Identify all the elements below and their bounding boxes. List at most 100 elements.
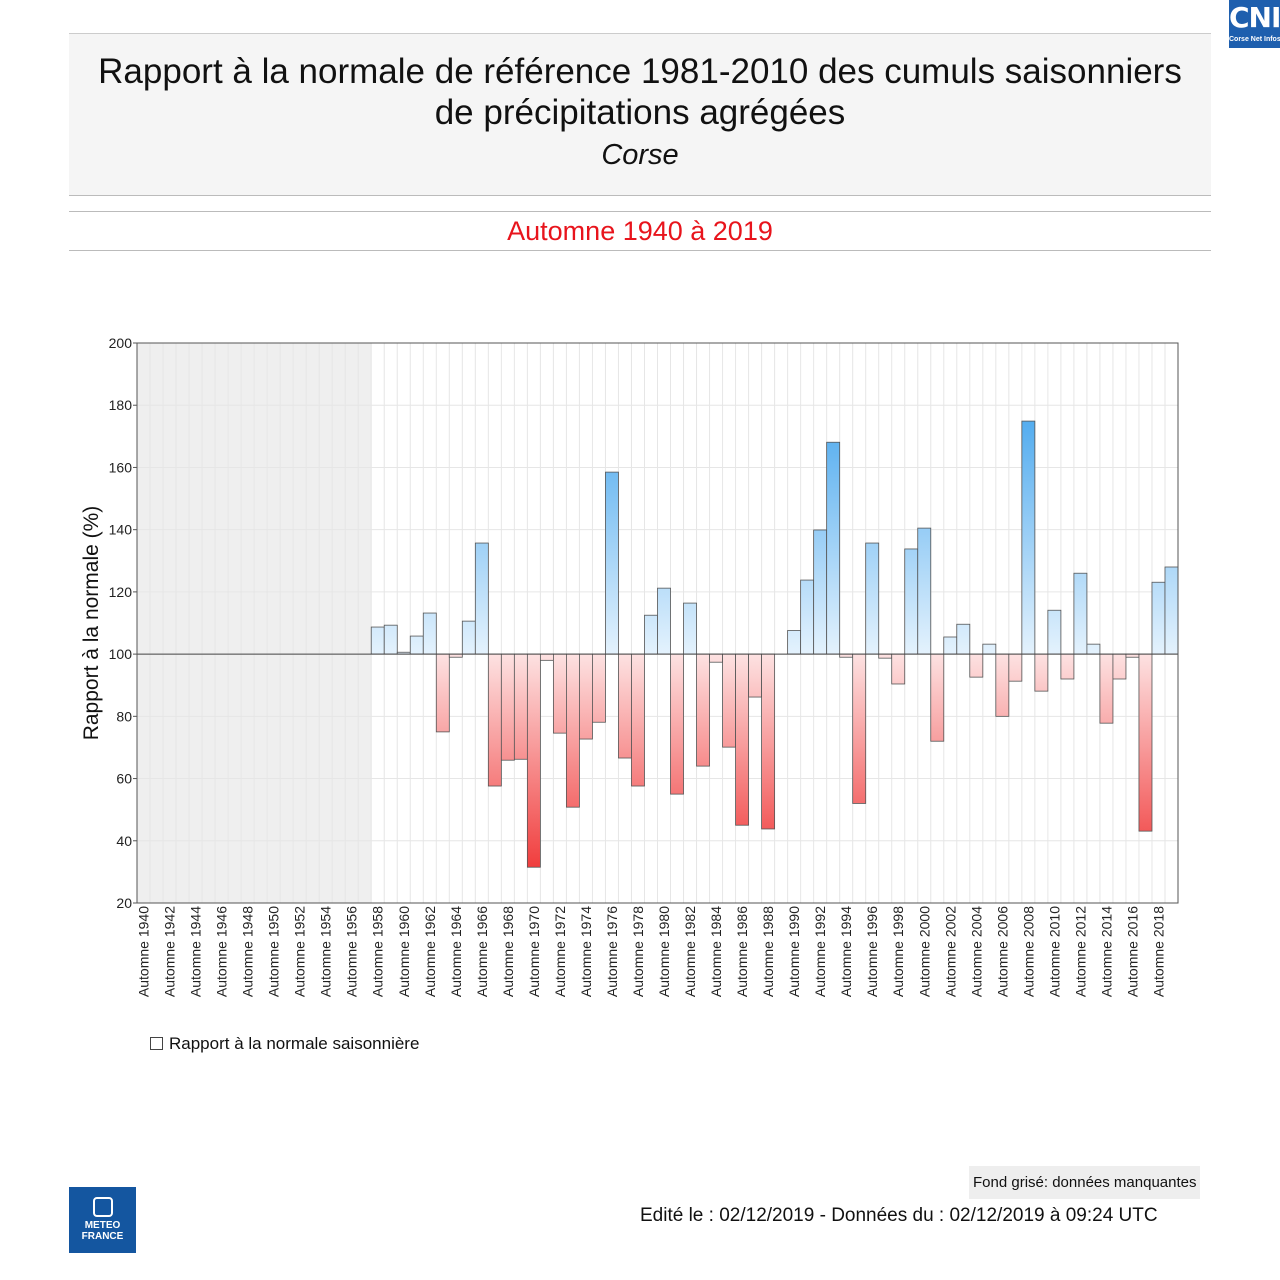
bar-1999 (904, 548, 919, 655)
legend-swatch (150, 1037, 163, 1050)
x-tick-label: Automne 1948 (240, 906, 256, 997)
y-tick-label: 100 (109, 646, 133, 662)
bar-2013 (1086, 643, 1101, 655)
x-tick-label: Automne 1970 (526, 906, 542, 997)
bar-1996 (865, 542, 880, 655)
bar-2003 (956, 623, 971, 655)
bar-1978 (631, 653, 645, 787)
y-tick-label: 180 (109, 397, 133, 413)
bar-1992 (813, 529, 828, 655)
bar-1997 (878, 653, 893, 659)
x-tick-label: Automne 1996 (864, 906, 880, 997)
x-tick-label: Automne 2006 (994, 906, 1010, 997)
x-tick-label: Automne 1990 (786, 906, 802, 997)
x-tick-label: Automne 2010 (1046, 906, 1062, 997)
x-tick-label: Automne 1968 (500, 906, 516, 997)
x-tick-label: Automne 1962 (422, 906, 438, 997)
y-tick-label: 60 (116, 771, 132, 787)
x-tick-label: Automne 1964 (448, 906, 464, 997)
bar-2008 (1021, 420, 1036, 655)
bar-1970 (526, 653, 541, 868)
bar-1983 (696, 653, 710, 767)
x-tick-label: Automne 2012 (1072, 906, 1088, 997)
bar-1965 (461, 620, 476, 655)
x-tick-label: Automne 1950 (266, 906, 282, 997)
missing-data-note: Fond grisé: données manquantes (969, 1166, 1201, 1199)
bar-1984 (709, 653, 723, 663)
bar-1959 (383, 624, 398, 655)
bar-1977 (618, 653, 632, 759)
y-tick-label: 160 (109, 459, 133, 475)
x-tick-label: Automne 2008 (1020, 906, 1036, 997)
x-tick-label: Automne 1940 (136, 906, 152, 997)
bar-1980 (657, 587, 671, 655)
x-tick-label: Automne 2004 (968, 906, 984, 997)
bar-2019 (1164, 566, 1179, 655)
bar-2010 (1047, 609, 1062, 655)
bar-1958 (370, 626, 385, 655)
x-tick-label: Automne 2014 (1098, 906, 1114, 997)
x-tick-label: Automne 1976 (604, 906, 620, 997)
bar-2006 (995, 653, 1010, 717)
x-tick-label: Automne 1954 (318, 906, 334, 997)
x-tick-label: Automne 1960 (396, 906, 412, 997)
x-tick-label: Automne 1942 (162, 906, 178, 997)
bar-2005 (982, 643, 997, 655)
x-tick-label: Automne 1980 (656, 906, 672, 997)
bar-1962 (422, 612, 437, 655)
x-tick-label: Automne 1944 (188, 906, 204, 997)
bar-1979 (644, 614, 658, 655)
bar-1975 (592, 653, 606, 723)
bar-2017 (1138, 653, 1153, 832)
bar-1971 (539, 653, 554, 661)
bar-1985 (722, 653, 736, 748)
x-tick-label: Automne 1952 (292, 906, 308, 997)
x-tick-label: Automne 1988 (760, 906, 776, 997)
meteo-france-icon (92, 1197, 113, 1217)
legend: Rapport à la normale saisonnière (150, 1034, 419, 1054)
bar-1987 (748, 653, 763, 698)
x-tick-label: Automne 1992 (812, 906, 828, 997)
subtitle: Automne 1940 à 2019 (69, 211, 1211, 251)
bar-1966 (474, 542, 489, 655)
plot-frame (136, 342, 1179, 904)
bar-2015 (1112, 653, 1127, 680)
x-tick-label: Automne 1986 (734, 906, 750, 997)
meteo-france-logo: METEO FRANCE (69, 1187, 136, 1253)
x-tick-label: Automne 2000 (916, 906, 932, 997)
bar-1986 (735, 653, 749, 826)
bar-1976 (605, 471, 619, 655)
y-tick-label: 20 (116, 895, 132, 911)
x-tick-label: Automne 1946 (214, 906, 230, 997)
legend-label: Rapport à la normale saisonnière (169, 1034, 420, 1053)
x-tick-label: Automne 1994 (838, 906, 854, 997)
logo-line-1: METEO (84, 1220, 121, 1231)
y-tick-label: 120 (109, 584, 133, 600)
region: Corse (601, 139, 679, 171)
x-tick-label: Automne 2018 (1150, 906, 1166, 997)
chart-header: Rapport à la normale de référence 1981-2… (69, 33, 1211, 196)
bar-2012 (1073, 572, 1088, 655)
bar-1981 (670, 653, 684, 795)
bar-2001 (930, 653, 945, 742)
y-tick-label: 200 (109, 335, 133, 351)
y-tick-label: 40 (116, 833, 132, 849)
cni-logo-subtext: Corse Net Infos (1229, 36, 1280, 43)
bar-1973 (566, 653, 580, 808)
bar-1995 (852, 653, 867, 804)
bar-1974 (579, 653, 593, 740)
y-tick-label: 80 (116, 708, 132, 724)
edit-date: Edité le : 02/12/2019 - Données du : 02/… (640, 1205, 1158, 1226)
x-tick-label: Automne 2002 (942, 906, 958, 997)
x-tick-label: Automne 1984 (708, 906, 724, 997)
logo-line-2: FRANCE (81, 1231, 124, 1242)
bar-1990 (787, 630, 802, 655)
bar-1982 (683, 602, 697, 655)
title: Rapport à la normale de référence 1981-2… (69, 51, 1211, 133)
bar-2007 (1008, 653, 1023, 682)
title-line-1: Rapport à la normale de référence 1981-2… (98, 52, 1182, 91)
x-tick-label: Automne 1972 (552, 906, 568, 997)
bar-1993 (826, 441, 841, 655)
bar-1961 (409, 635, 424, 655)
bar-2000 (917, 527, 932, 655)
